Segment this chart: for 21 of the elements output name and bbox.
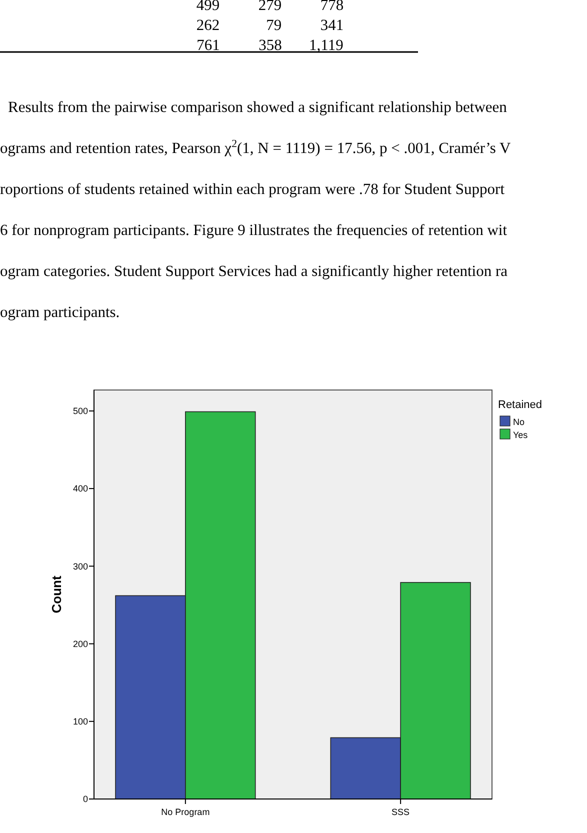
text: 6 for nonprogram participants. Figure 9 illustrates the frequencies of retention wit xyxy=(0,222,508,239)
legend-label: Yes xyxy=(513,430,528,440)
x-tick-label: No Program xyxy=(161,807,210,817)
y-tick-label: 400 xyxy=(72,484,88,494)
text: 761 358 1,119 xyxy=(196,37,344,54)
y-axis-title: Count xyxy=(49,575,64,614)
y-tick-label: 300 xyxy=(72,561,88,572)
y-tick-label: 500 xyxy=(72,406,88,416)
text: 262 79 341 xyxy=(196,17,344,34)
text: ograms and retention rates, Pearson χ$^{2}$(1, N = 1119) = 17.56, p < .001, Cramér’s V xyxy=(0,138,512,157)
y-tick-label: 0 xyxy=(82,794,88,804)
text: roportions of students retained within each program were .78 for Student Support xyxy=(0,181,506,198)
text: ogram categories. Student Support Services had a significantly higher retention ra xyxy=(0,263,508,280)
y-tick-label: 100 xyxy=(72,716,88,727)
text: 499 279 778 xyxy=(196,0,344,14)
y-tick-label: 200 xyxy=(72,638,88,649)
text: Results from the pairwise comparison showed a significant relationship between xyxy=(8,99,508,116)
x-tick-label: SSS xyxy=(392,807,410,817)
legend-title: Retained xyxy=(498,399,542,411)
text: ogram participants. xyxy=(0,304,120,321)
legend-label: No xyxy=(513,417,525,427)
